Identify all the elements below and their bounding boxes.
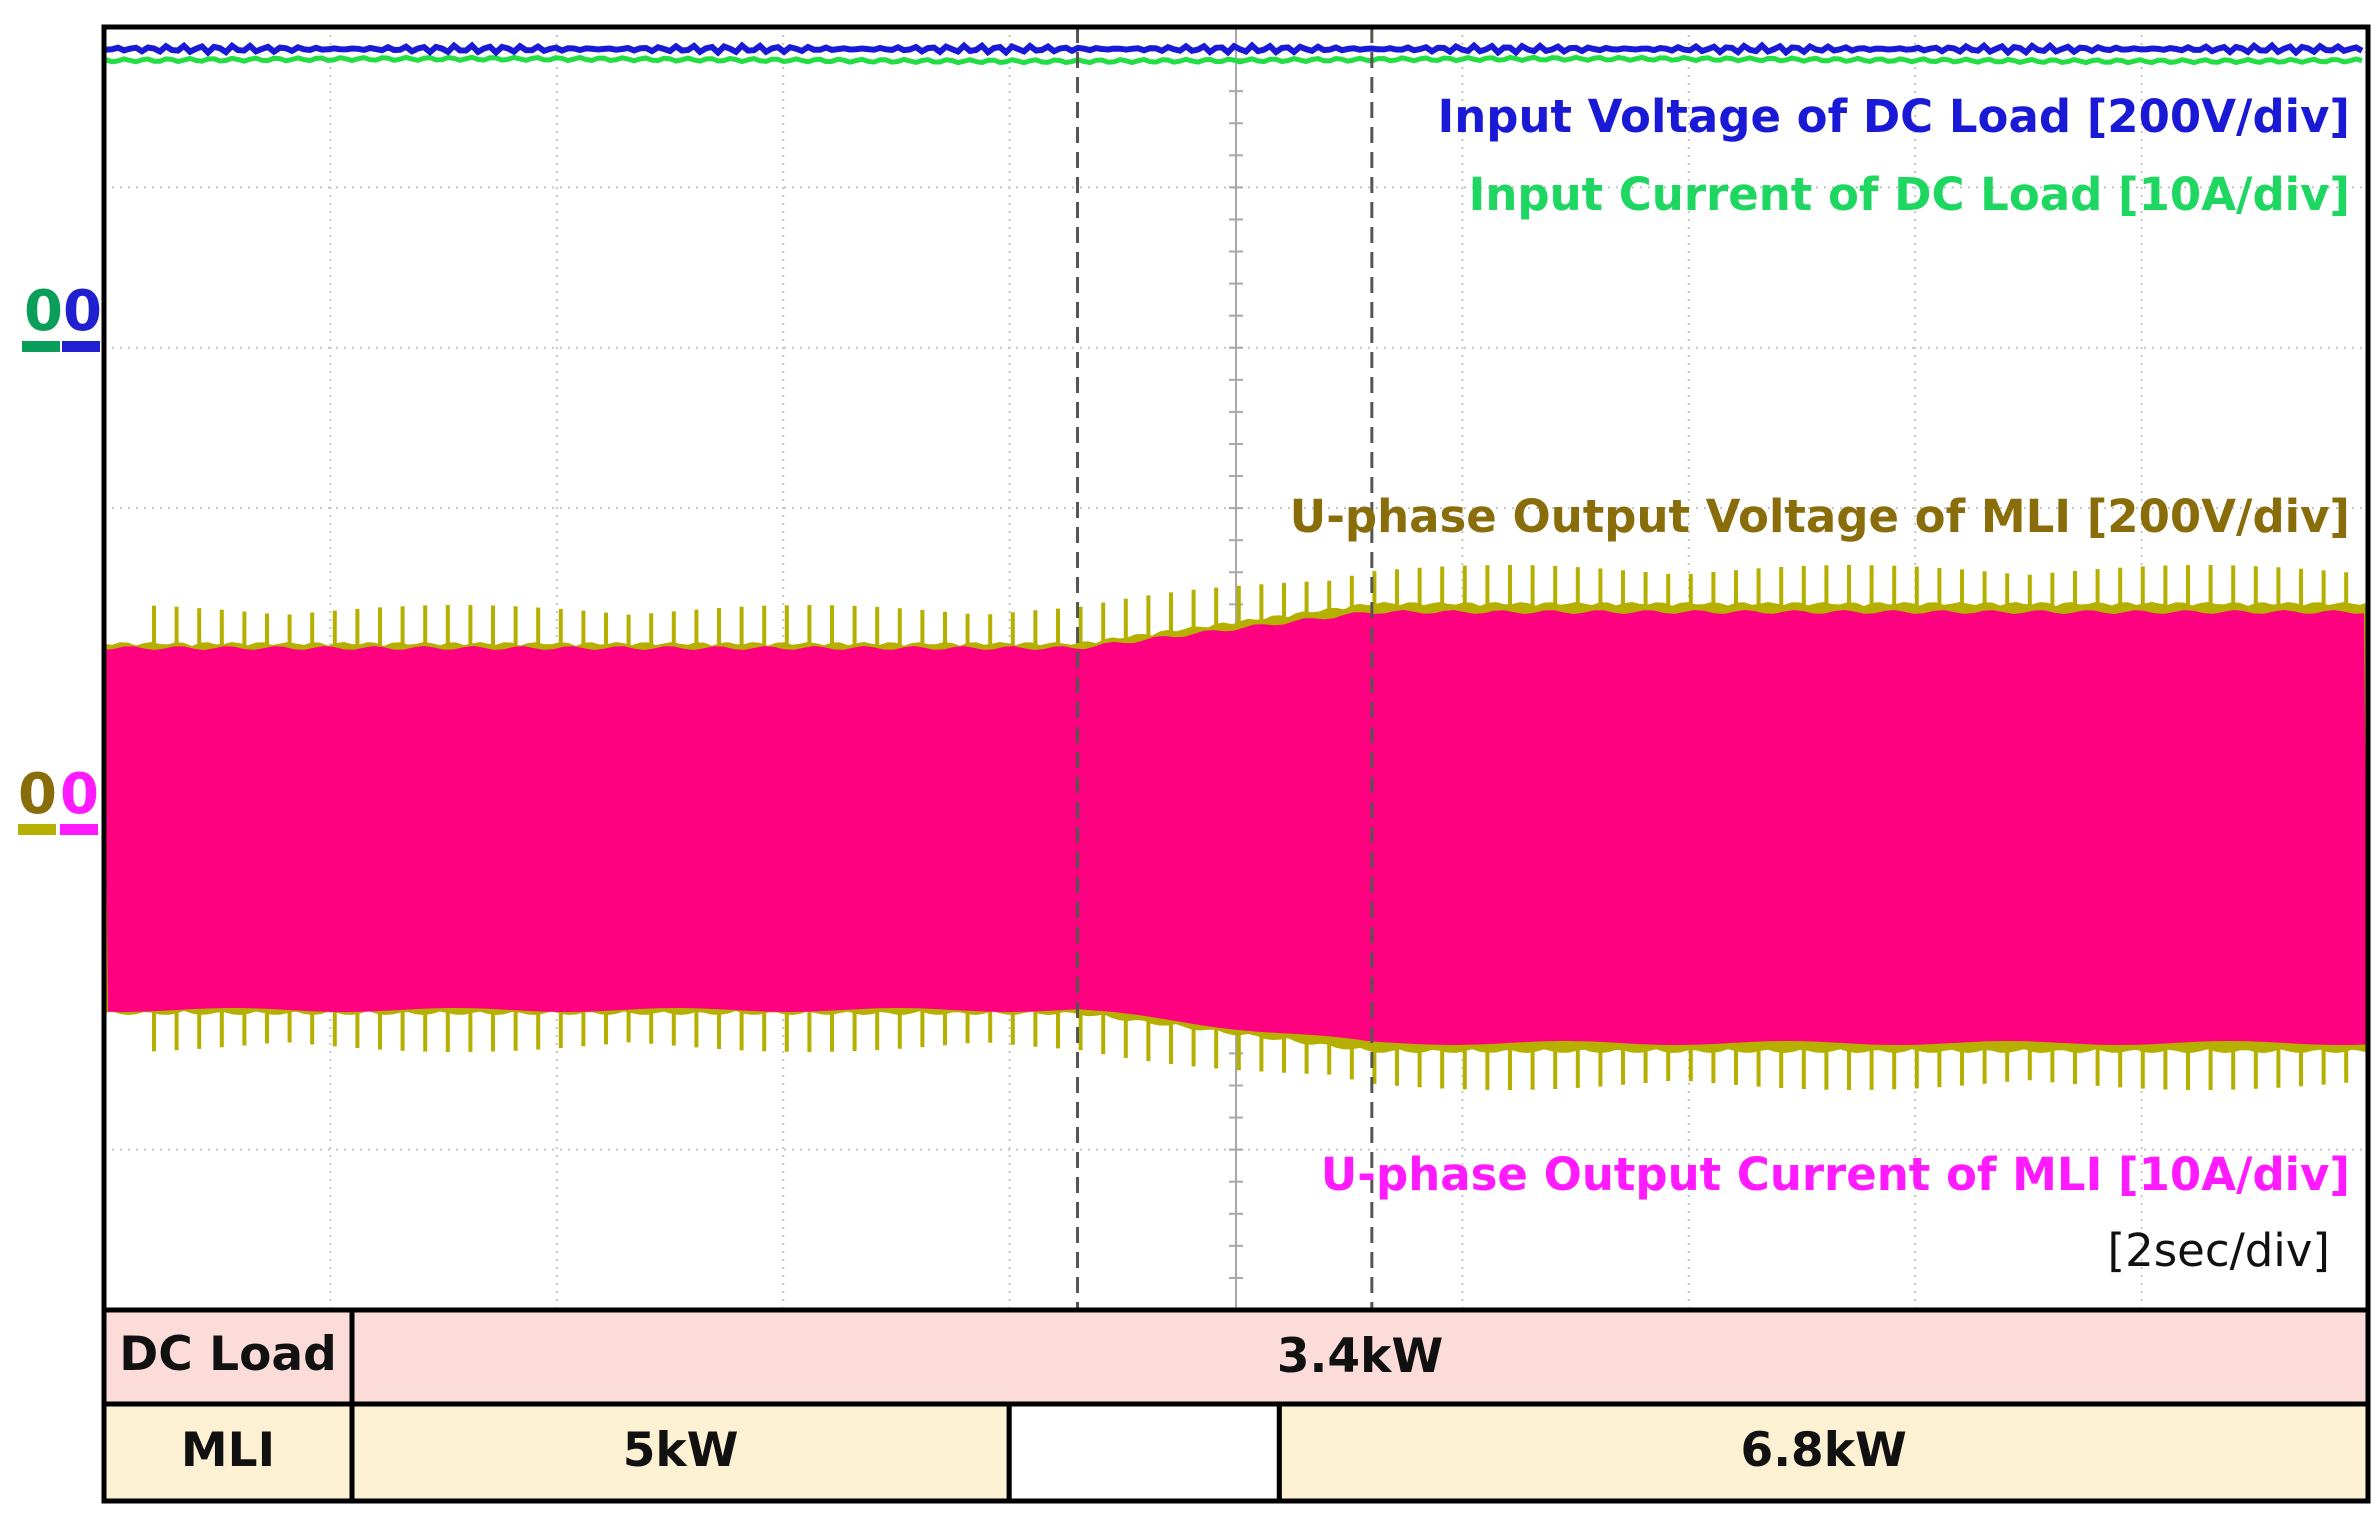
timebase-label: [2sec/div] (2108, 1224, 2330, 1277)
zero-marker-dc-voltage: 0 (63, 279, 102, 344)
zero-marker-mli-voltage: 0 (18, 762, 57, 827)
zero-underline-dc-current (22, 341, 60, 352)
segment-label-mli-6-8kw: 6.8kW (1741, 1423, 1907, 1478)
time-markers (1076, 27, 1374, 1310)
traces (104, 41, 2368, 1090)
segment-mli-5kw (349, 1401, 1012, 1504)
row-label-cell-mli (101, 1401, 355, 1504)
trace-mli-voltage-spikes (152, 565, 2349, 1090)
series-label-dc-current: Input Current of DC Load [10A/div] (1469, 168, 2350, 221)
timeline-table: DC Load MLI 3.4kW 5kW 6.8kW (101, 1307, 2371, 1504)
zero-markers-upper: 0 0 (22, 279, 102, 352)
segment-dc-load-3-4kw (349, 1307, 2371, 1407)
zero-underline-mli-current (60, 824, 98, 835)
segment-label-mli-5kw: 5kW (623, 1423, 739, 1478)
zero-underline-mli-voltage (18, 824, 56, 835)
trace-mli-current (104, 610, 2368, 1045)
zero-markers-lower: 0 0 (18, 762, 99, 835)
segment-label-dc-load: 3.4kW (1277, 1329, 1443, 1384)
segment-mli-6-8kw (1276, 1401, 2371, 1504)
series-label-mli-current: U-phase Output Current of MLI [10A/div] (1321, 1148, 2350, 1201)
segment-mli-transition (1006, 1401, 1282, 1504)
row-label-mli: MLI (181, 1423, 275, 1478)
zero-underline-dc-voltage (62, 341, 100, 352)
zero-marker-mli-current: 0 (60, 762, 99, 827)
row-label-dc-load: DC Load (119, 1327, 336, 1382)
trace-dc-current (105, 54, 2363, 66)
series-label-dc-voltage: Input Voltage of DC Load [200V/div] (1437, 90, 2350, 143)
zero-marker-dc-current: 0 (24, 279, 63, 344)
series-label-mli-voltage: U-phase Output Voltage of MLI [200V/div] (1290, 490, 2350, 543)
trace-dc-voltage (105, 41, 2364, 57)
